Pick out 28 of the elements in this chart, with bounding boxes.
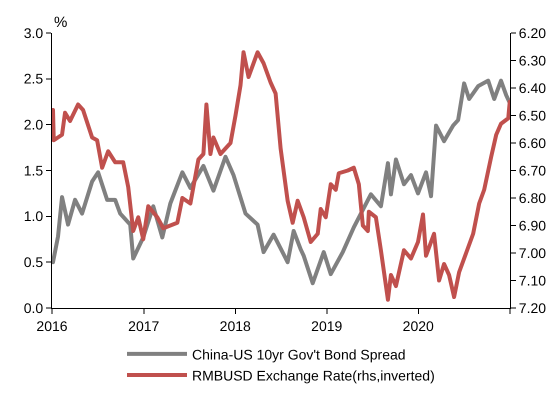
- legend-label: China-US 10yr Gov't Bond Spread: [192, 346, 406, 362]
- x-tick-label: 2020: [402, 318, 434, 334]
- y-tick-label: 2.0: [24, 116, 44, 133]
- y2-tick-label: 6.40: [518, 80, 546, 96]
- y2-tick-label: 6.90: [518, 217, 546, 234]
- y2-tick-label: 6.30: [518, 52, 546, 68]
- y2-tick-label: 6.50: [518, 107, 546, 124]
- y2-tick-label: 7.10: [518, 272, 546, 288]
- x-tick-label: 2016: [36, 318, 68, 334]
- line-series: [52, 50, 510, 302]
- y-axis-title: %: [54, 14, 68, 31]
- y2-tick-label: 6.70: [518, 162, 546, 178]
- y2-tick-label: 6.20: [518, 24, 546, 41]
- y2-tick-label: 7.20: [518, 300, 546, 316]
- x-tick-label: 2019: [311, 318, 343, 334]
- y2-tick-label: 6.60: [518, 134, 546, 151]
- line-series: [52, 78, 510, 286]
- y2-tick-label: 7.00: [518, 244, 546, 261]
- y-tick-label: 0.0: [24, 300, 44, 316]
- y-tick-label: 0.5: [24, 254, 44, 270]
- x-tick-label: 2018: [220, 318, 252, 334]
- y-tick-label: 1.5: [24, 162, 44, 178]
- y-tick-label: 3.0: [24, 24, 44, 41]
- y2-tick-label: 6.80: [518, 190, 546, 206]
- y-tick-label: 1.0: [24, 208, 44, 224]
- y-tick-label: 2.5: [24, 70, 44, 87]
- legend-label: RMBUSD Exchange Rate(rhs,inverted): [192, 368, 435, 384]
- x-tick-label: 2017: [128, 318, 160, 334]
